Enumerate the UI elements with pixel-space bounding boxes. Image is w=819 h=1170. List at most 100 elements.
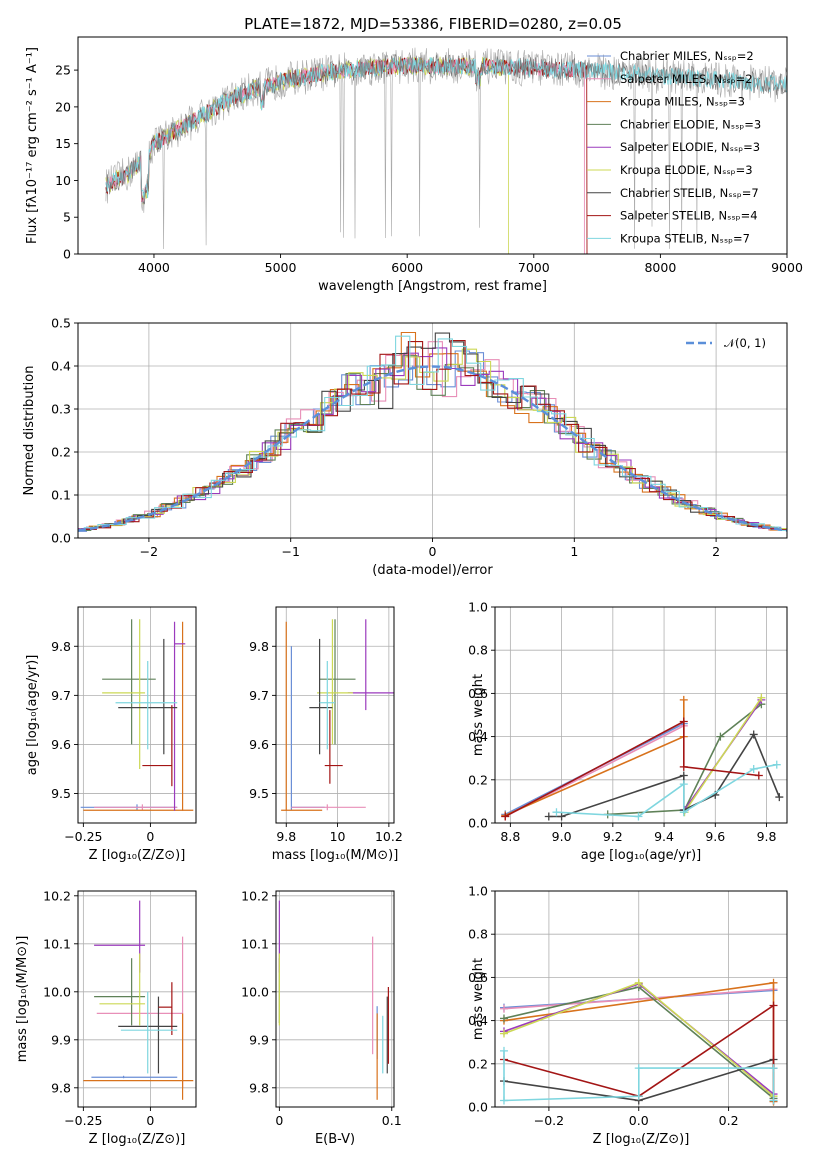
- legend-label: Salpeter STELIB, Nₛₛₚ=4: [620, 209, 758, 223]
- x-tick-label: 9.8: [757, 829, 777, 844]
- weight-marker: [634, 1064, 643, 1073]
- errorbar-point-8: [319, 661, 335, 750]
- x-tick-label: 0: [146, 829, 154, 844]
- weight-marker: [544, 812, 553, 821]
- spectrum-panel: 4000 5000 6000 7000 8000 9000 0 5 10 15 20 25 wavele…: [25, 15, 803, 294]
- axes-frame: [275, 890, 395, 1108]
- y-tick-label: 9.8: [51, 1080, 71, 1095]
- x-axis-label: mass [log₁₀(M/M⊙)]: [272, 848, 399, 863]
- histogram-step-4: [78, 347, 787, 530]
- histogram-step-8: [83, 335, 787, 531]
- weight-marker: [769, 978, 778, 987]
- y-axis-label: mass weight: [471, 958, 486, 1040]
- legend-label: Chabrier STELIB, Nₛₛₚ=7: [620, 186, 759, 200]
- y-tick-label: 0.6: [468, 686, 488, 701]
- y-tick-label: 0.8: [468, 927, 488, 942]
- y-tick-label: 9.6: [249, 737, 269, 752]
- residuals-panel: −2 −1 0 1 2 0.0 0.1 0.2 0.3 0.4 0.5 (data-model)/er…: [22, 316, 788, 578]
- errorbar-point-1: [291, 804, 366, 811]
- chart-title: PLATE=1872, MJD=53386, FIBERID=0280, z=0…: [244, 15, 622, 33]
- y-axis-label: Flux [fλ10⁻¹⁷ erg cm⁻² s⁻¹ A⁻¹]: [25, 47, 40, 244]
- y-tick-label: 0: [63, 247, 71, 262]
- x-tick-label: 1: [570, 544, 578, 559]
- axes-frame: [494, 606, 788, 824]
- weight-marker: [754, 771, 763, 780]
- legend-label: Chabrier MILES, Nₛₛₚ=2: [620, 49, 754, 63]
- x-tick-label: 0.1: [382, 1113, 402, 1128]
- spectrum-model-chabrier-stelib: [105, 54, 787, 205]
- legend-label: 𝒩(0, 1): [724, 336, 766, 350]
- age-vs-mass-panel: 9.8 10 10.2 9.5 9.6 9.7 9.8 mass [log₁₀(M/M⊙)]: [249, 606, 403, 863]
- x-tick-label: 10.2: [375, 829, 403, 844]
- x-tick-label: 9.6: [705, 829, 725, 844]
- errorbar-point-1: [94, 804, 178, 811]
- x-tick-label: 10: [330, 829, 346, 844]
- legend-label: Chabrier ELODIE, Nₛₛₚ=3: [620, 117, 761, 131]
- y-tick-label: 5: [63, 210, 71, 225]
- errorbar-point-4: [94, 900, 146, 973]
- y-tick-label: 0.2: [468, 1056, 488, 1071]
- mass-vs-ebv-panel: 0 0.1 9.8 9.9 10.0 10.1 10.2 E(B-V): [241, 888, 402, 1147]
- weight-series-7: [504, 720, 759, 818]
- x-tick-label: −0.2: [534, 1113, 564, 1128]
- mass-vs-z-panel: −0.25 0 9.8 9.9 10.0 10.1 10.2 Z [log₁₀(Z/Z⊙)] m…: [15, 888, 197, 1147]
- y-tick-label: 0.6: [468, 970, 488, 985]
- axes-frame: [275, 606, 395, 824]
- y-tick-label: 1.0: [468, 600, 488, 615]
- y-tick-label: 10.0: [241, 984, 269, 999]
- weight-marker: [772, 760, 781, 769]
- weight-marker: [775, 793, 784, 802]
- legend-label: Kroupa STELIB, Nₛₛₚ=7: [620, 231, 750, 245]
- weight-marker: [769, 1064, 778, 1073]
- weight-series-8: [503, 1050, 775, 1102]
- x-tick-label: 0.0: [629, 1113, 649, 1128]
- x-tick-label: 2: [712, 544, 720, 559]
- weight-marker: [679, 771, 688, 780]
- spectrum-model-salpeter-miles: [105, 57, 585, 254]
- errorbar-point-5: [317, 619, 353, 745]
- y-tick-label: 9.5: [51, 786, 71, 801]
- weight-marker: [499, 1014, 508, 1023]
- x-tick-label: −1: [281, 544, 299, 559]
- x-tick-label: 4000: [138, 260, 170, 275]
- y-tick-label: 0.4: [468, 729, 488, 744]
- weight-marker: [769, 1096, 778, 1105]
- weight-marker: [679, 717, 688, 726]
- y-tick-label: 25: [55, 63, 71, 78]
- weight-marker: [557, 812, 566, 821]
- weight-series-5: [683, 697, 763, 813]
- x-tick-label: 8000: [644, 260, 676, 275]
- weight-marker: [634, 812, 643, 821]
- y-tick-label: 0.4: [51, 359, 71, 374]
- y-axis-label: Normed distribution: [22, 366, 37, 496]
- weight-marker: [634, 978, 643, 987]
- x-tick-label: 0: [275, 1113, 283, 1128]
- mass-weight-vs-age-panel: 8.8 9.0 9.2 9.4 9.6 9.8 0.0 0.2 0.4 0.6 0.8 1.0 age …: [468, 600, 788, 863]
- y-tick-label: 20: [55, 99, 71, 114]
- x-tick-label: 5000: [265, 260, 297, 275]
- mass-weight-vs-age-plot-area: [501, 693, 784, 821]
- histogram-step-6: [80, 332, 787, 531]
- y-tick-label: 10.0: [43, 984, 71, 999]
- x-axis-label: (data-model)/error: [372, 563, 493, 578]
- y-tick-label: 0.0: [468, 816, 488, 831]
- legend-label: Kroupa ELODIE, Nₛₛₚ=3: [620, 163, 753, 177]
- weight-marker: [679, 808, 688, 817]
- spectrum-model-salpeter-stelib: [105, 57, 588, 254]
- age-vs-mass-plot-area: [281, 619, 394, 811]
- y-tick-label: 0.0: [51, 531, 71, 546]
- y-tick-label: 10.1: [241, 936, 269, 951]
- age-vs-z-panel: −0.25 0 9.5 9.6 9.7 9.8 Z [log₁₀(Z/Z⊙)] age [lo…: [25, 606, 197, 863]
- errorbar-point-2: [83, 1013, 194, 1100]
- errorbar-point-0: [91, 1075, 178, 1079]
- y-tick-label: 1.0: [468, 884, 488, 899]
- x-tick-label: 9000: [771, 260, 803, 275]
- spectrum-legend: Chabrier MILES, Nₛₛₚ=2 Salpeter MILES, Nₛ…: [587, 49, 761, 245]
- y-axis-label: mass weight: [471, 674, 486, 756]
- y-tick-label: 9.5: [249, 786, 269, 801]
- y-tick-label: 9.7: [249, 688, 269, 703]
- x-tick-label: 9.8: [276, 829, 296, 844]
- y-tick-label: 10.1: [43, 936, 71, 951]
- errorbar-point-3: [102, 619, 156, 745]
